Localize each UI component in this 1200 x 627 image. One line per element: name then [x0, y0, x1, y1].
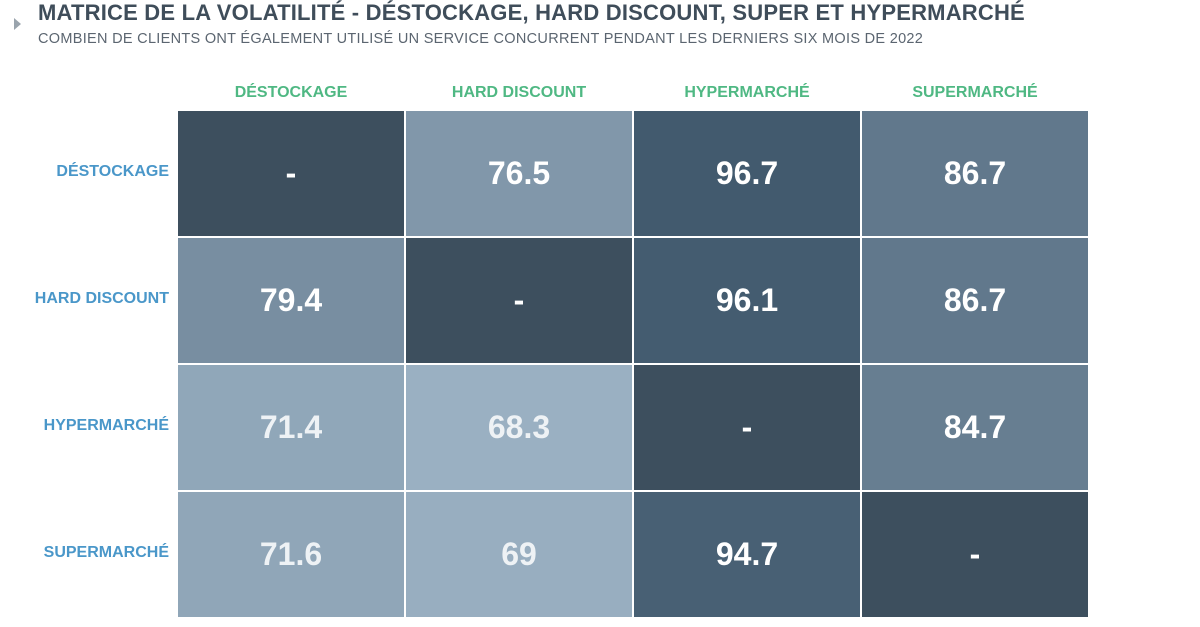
column-header-hard-discount: HARD DISCOUNT — [451, 84, 587, 101]
heatmap-cell: 69 — [406, 492, 632, 617]
chart-title: MATRICE DE LA VOLATILITÉ - DÉSTOCKAGE, H… — [38, 0, 1025, 25]
heatmap-cell: 86.7 — [862, 111, 1088, 236]
heatmap-cell: 68.3 — [406, 365, 632, 490]
column-header-hypermarche: HYPERMARCHÉ — [684, 84, 810, 101]
heatmap-cell: 96.1 — [634, 238, 860, 363]
heatmap-cell: 94.7 — [634, 492, 860, 617]
row-header-destockage: DÉSTOCKAGE — [56, 162, 169, 180]
heatmap-cell: 76.5 — [406, 111, 632, 236]
heatmap-cell: 86.7 — [862, 238, 1088, 363]
heatmap-cell: 84.7 — [862, 365, 1088, 490]
heatmap-cell: - — [634, 365, 860, 490]
heatmap-cell: 71.4 — [178, 365, 404, 490]
column-header-destockage: DÉSTOCKAGE — [234, 84, 348, 101]
row-header-hard-discount: HARD DISCOUNT — [34, 289, 169, 307]
heatmap-cell: 96.7 — [634, 111, 860, 236]
expand-arrow-icon[interactable] — [14, 18, 21, 30]
heatmap-cell: - — [862, 492, 1088, 617]
heatmap-cell: 71.6 — [178, 492, 404, 617]
chart-subtitle: COMBIEN DE CLIENTS ONT ÉGALEMENT UTILISÉ… — [38, 31, 924, 47]
heatmap-cell: - — [406, 238, 632, 363]
row-header-hypermarche: HYPERMARCHÉ — [43, 416, 169, 434]
column-header-supermarche: SUPERMARCHÉ — [912, 84, 1038, 101]
heatmap-cell: - — [178, 111, 404, 236]
heatmap-cell: 79.4 — [178, 238, 404, 363]
row-header-supermarche: SUPERMARCHÉ — [43, 543, 169, 561]
